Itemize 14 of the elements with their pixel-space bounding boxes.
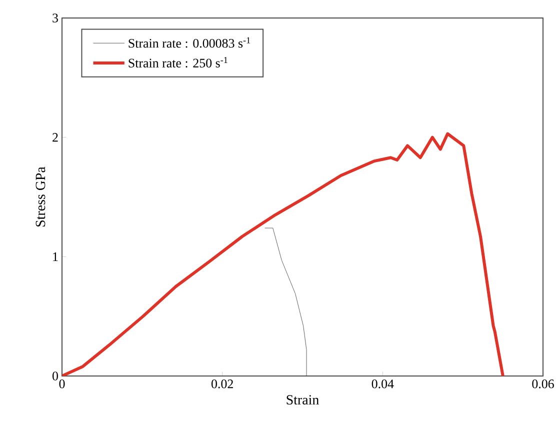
y-tick-label: 3 — [52, 14, 58, 22]
y-axis-title: Stress GPa — [36, 166, 46, 226]
x-tick-label: 0.04 — [372, 380, 394, 388]
x-tick-label: 0 — [59, 380, 65, 388]
line-series — [264, 228, 307, 376]
legend-label: Strain rate : 0.00083 s$^{-1}$ — [128, 37, 250, 48]
y-tick-label: 1 — [53, 252, 58, 261]
x-tick-label: 0.02 — [212, 380, 233, 388]
y-tick-label: 2 — [52, 133, 58, 142]
x-tick-label: 0.06 — [532, 380, 554, 388]
line-series — [62, 132, 504, 376]
x-axis-title: Strain — [286, 395, 319, 405]
y-tick-label: 0 — [52, 372, 58, 380]
legend-label: Strain rate : 250 s$^{-1}$ — [128, 57, 228, 68]
